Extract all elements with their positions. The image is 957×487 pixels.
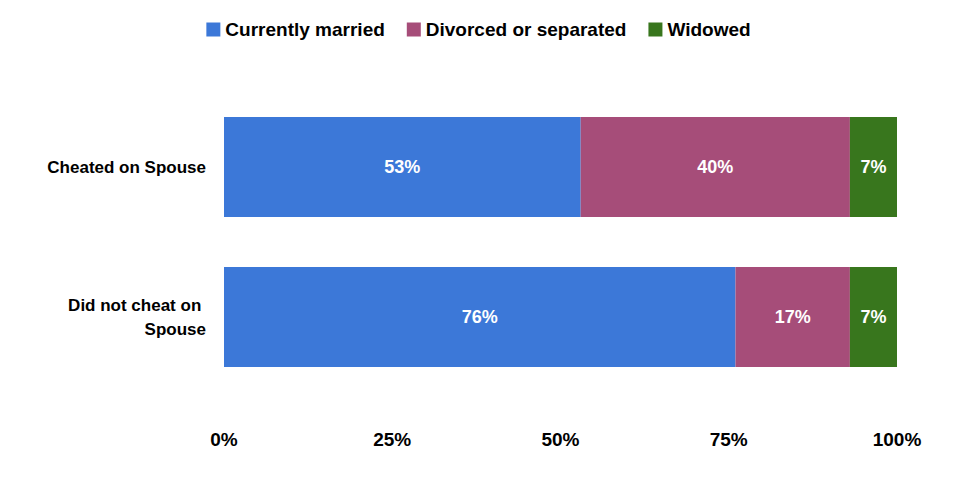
svg-text:17%: 17% — [775, 307, 811, 327]
svg-text:25%: 25% — [373, 429, 411, 450]
svg-text:76%: 76% — [462, 307, 498, 327]
svg-text:7%: 7% — [860, 157, 886, 177]
svg-text:Did not cheat on: Did not cheat on — [68, 296, 206, 315]
svg-text:100%: 100% — [873, 429, 922, 450]
svg-text:50%: 50% — [541, 429, 579, 450]
svg-text:53%: 53% — [384, 157, 420, 177]
svg-text:0%: 0% — [210, 429, 238, 450]
svg-text:40%: 40% — [697, 157, 733, 177]
svg-text:Divorced or separated: Divorced or separated — [426, 19, 627, 40]
svg-text:75%: 75% — [710, 429, 748, 450]
svg-text:Currently married: Currently married — [225, 19, 384, 40]
svg-text:Spouse: Spouse — [145, 320, 206, 339]
svg-text:Cheated on Spouse: Cheated on Spouse — [47, 158, 206, 177]
svg-text:Widowed: Widowed — [667, 19, 750, 40]
svg-text:7%: 7% — [860, 307, 886, 327]
